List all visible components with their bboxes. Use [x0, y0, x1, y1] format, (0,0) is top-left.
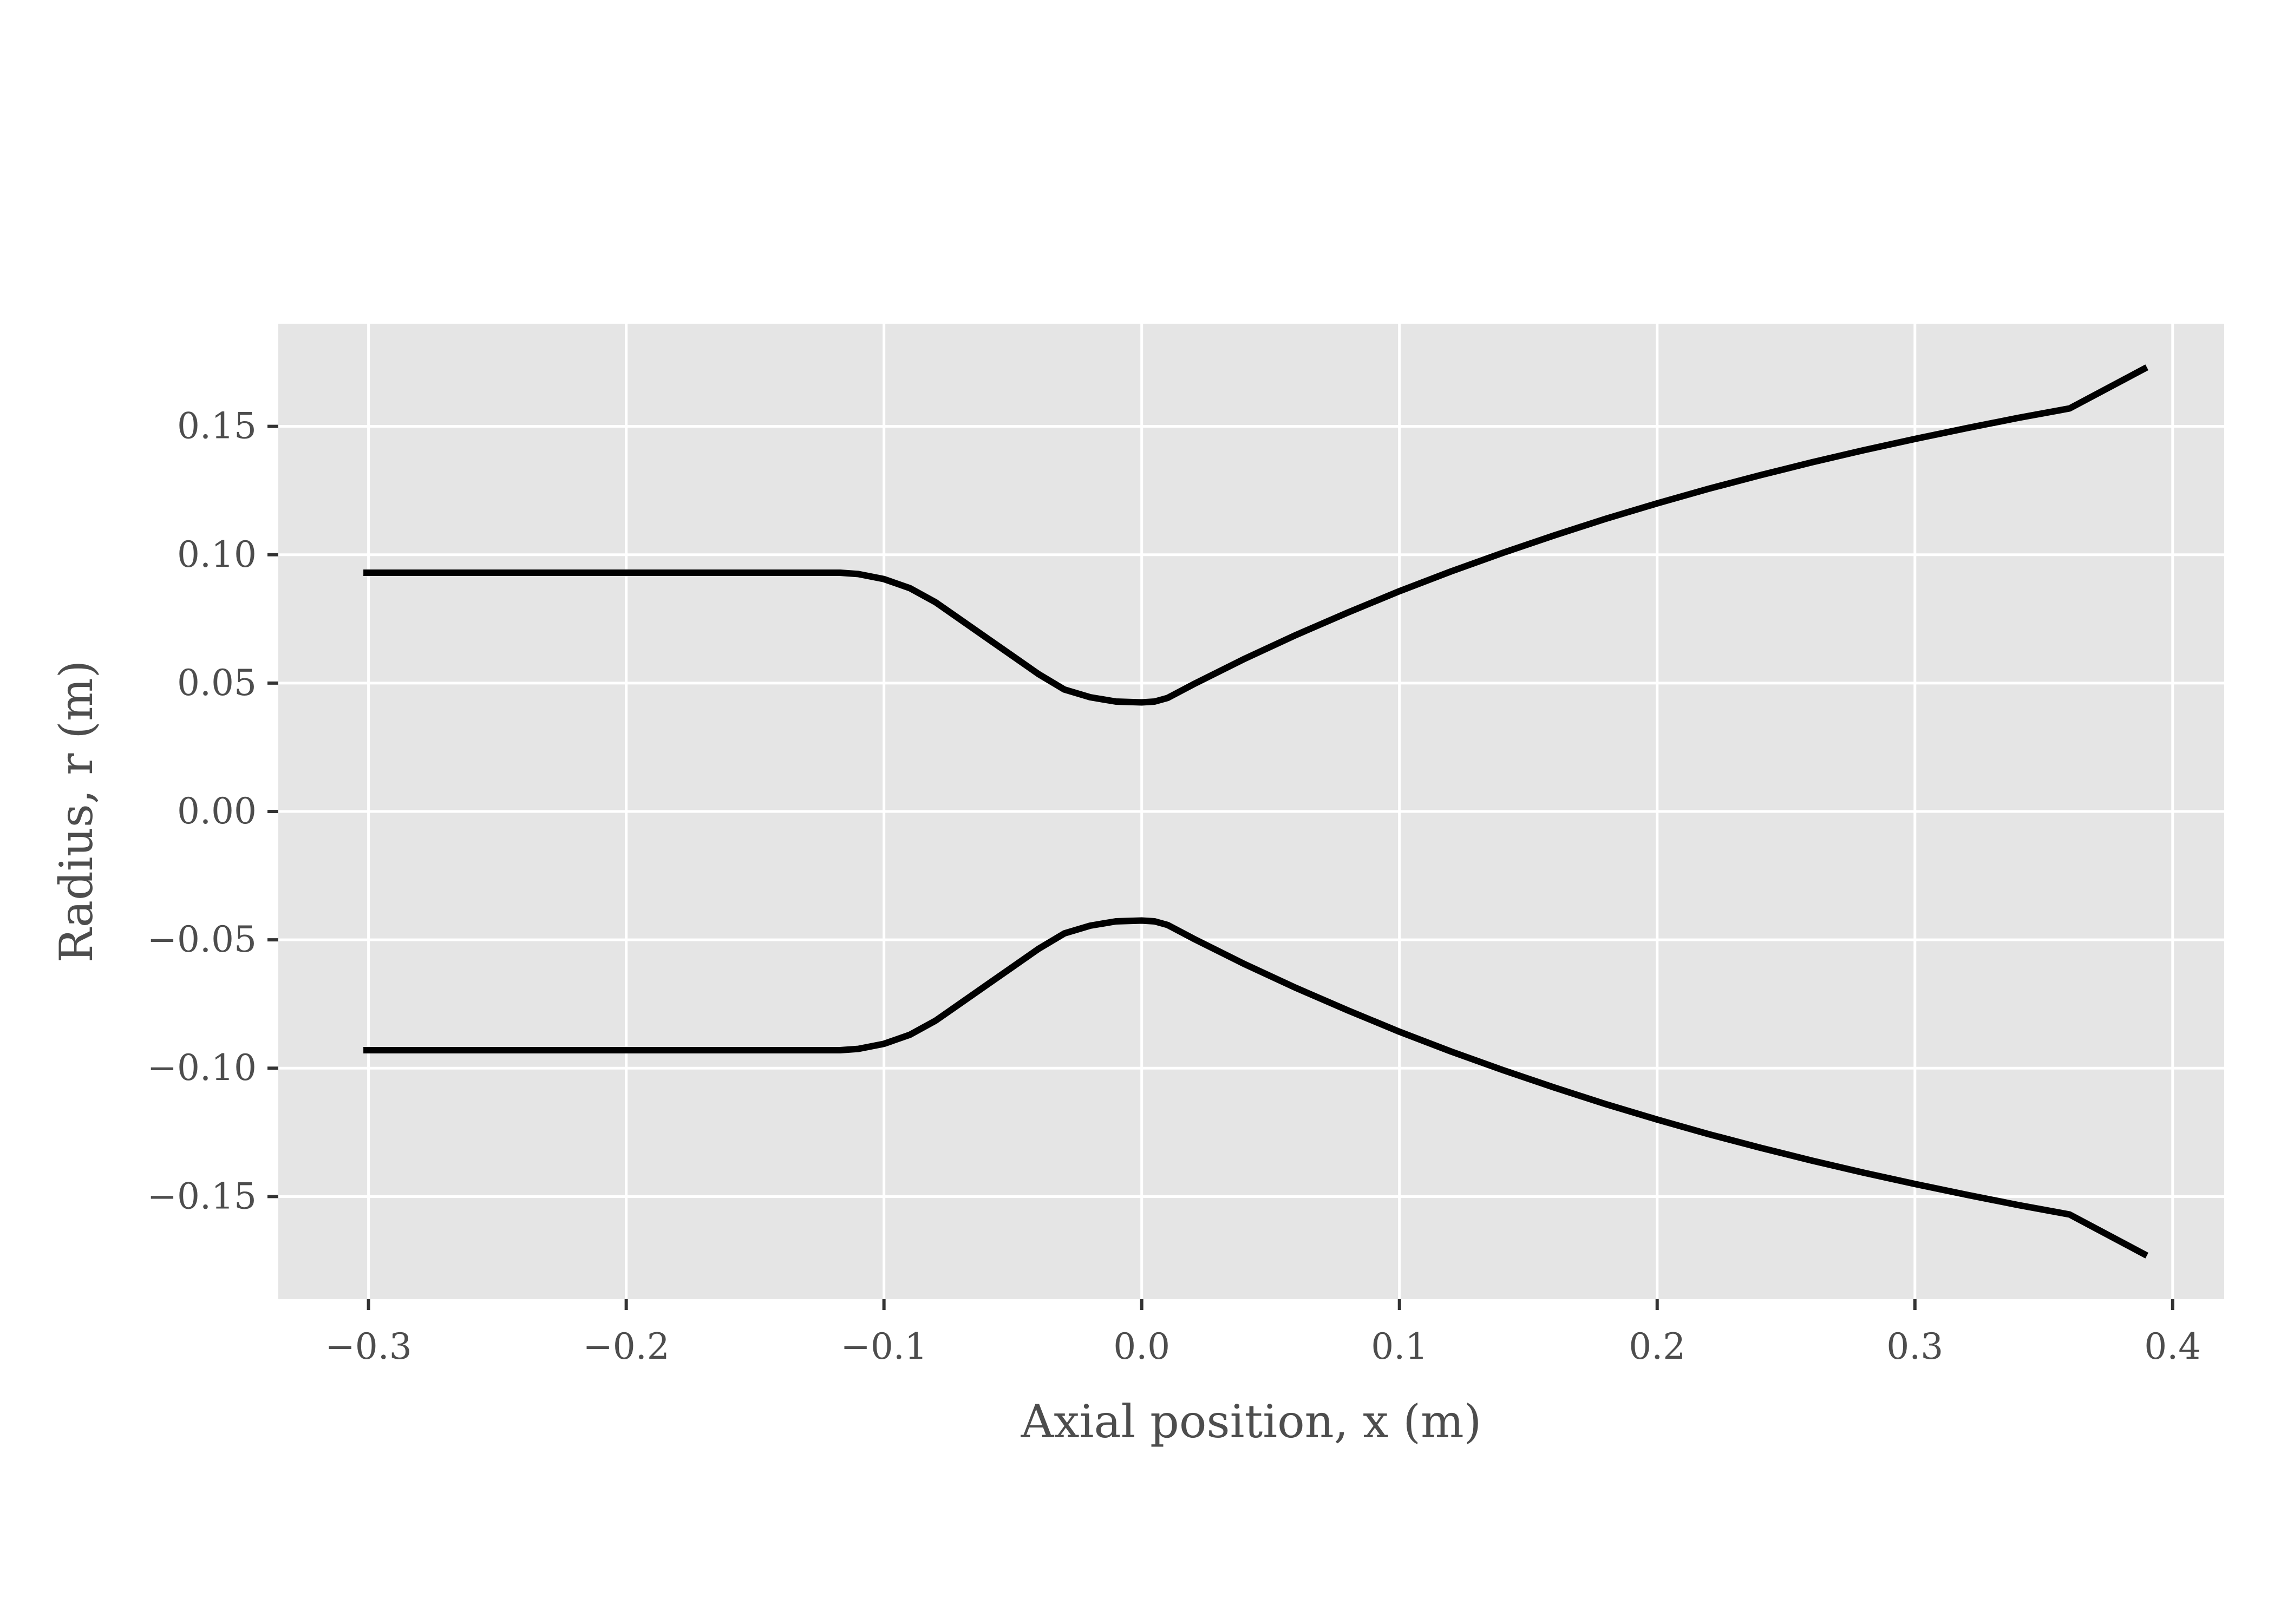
series-group: [363, 364, 2149, 1259]
x-tick-label: 0.1: [1371, 1326, 1428, 1367]
x-tick-label: 0.4: [2144, 1326, 2201, 1367]
x-tick-label: −0.2: [583, 1326, 670, 1367]
y-tick-label: 0.00: [177, 790, 257, 832]
y-tick-label: 0.10: [177, 534, 257, 575]
grid-lines: [278, 324, 2224, 1299]
y-tick-label: −0.10: [147, 1047, 257, 1089]
x-axis-title: Axial position, x (m): [1021, 1395, 1482, 1448]
x-tick-label: −0.3: [325, 1326, 411, 1367]
x-tick-label: −0.1: [841, 1326, 927, 1367]
upper-wall-line: [363, 364, 2149, 706]
y-axis: 0.15 0.10 0.05 0.00 −0.05 −0.10 −0.15: [147, 405, 278, 1217]
x-tick-label: 0.0: [1113, 1326, 1170, 1367]
x-axis: −0.3 −0.2 −0.1 0.0 0.1 0.2 0.3 0.4: [325, 1299, 2201, 1367]
y-tick-label: −0.05: [147, 919, 257, 960]
y-tick-label: 0.15: [177, 405, 257, 447]
lower-wall-line: [363, 917, 2149, 1259]
y-tick-label: 0.05: [177, 662, 257, 704]
y-tick-label: −0.15: [147, 1175, 257, 1217]
y-axis-title: Radius, r (m): [50, 660, 103, 963]
x-tick-label: 0.3: [1886, 1326, 1943, 1367]
x-tick-label: 0.2: [1629, 1326, 1685, 1367]
